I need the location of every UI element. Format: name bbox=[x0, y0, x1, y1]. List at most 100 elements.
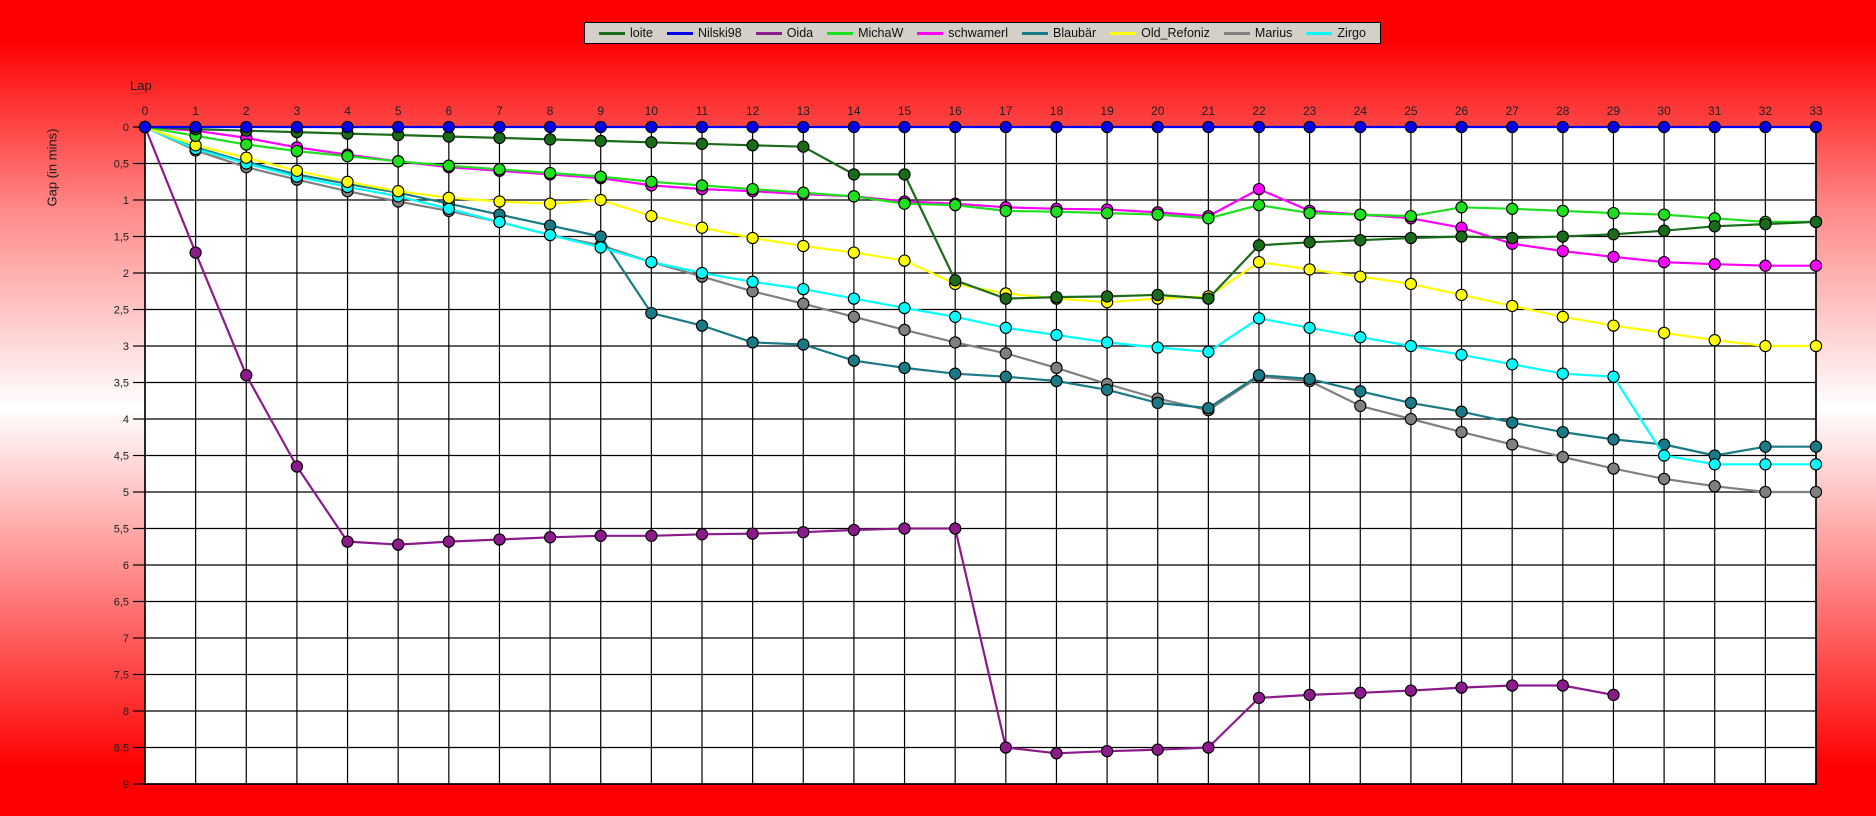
data-point-blaub-r[interactable] bbox=[1809, 440, 1823, 453]
data-point-oida[interactable] bbox=[797, 526, 810, 539]
data-point-oida[interactable] bbox=[898, 522, 911, 535]
data-point-oida[interactable] bbox=[1404, 684, 1418, 697]
data-point-zirgo[interactable] bbox=[543, 228, 557, 242]
data-point-zirgo[interactable] bbox=[1303, 321, 1316, 334]
legend-item-michaw[interactable]: MichaW bbox=[820, 27, 910, 40]
data-point-zirgo[interactable] bbox=[797, 282, 810, 296]
data-point-michaw[interactable] bbox=[1607, 206, 1620, 220]
data-point-blaub-r[interactable] bbox=[594, 230, 607, 243]
data-point-marius[interactable] bbox=[999, 347, 1012, 360]
legend-item-nilski98[interactable]: Nilski98 bbox=[660, 27, 749, 40]
legend-item-zirgo[interactable]: Zirgo bbox=[1299, 27, 1372, 40]
data-point-marius[interactable] bbox=[1404, 412, 1418, 426]
data-point-oida[interactable] bbox=[847, 523, 861, 537]
data-point-oida[interactable] bbox=[999, 741, 1012, 754]
data-point-nilski98[interactable] bbox=[1657, 120, 1671, 134]
data-point-oida[interactable] bbox=[1100, 745, 1114, 758]
data-point-oida[interactable] bbox=[1506, 679, 1519, 692]
data-point-michaw[interactable] bbox=[1354, 208, 1367, 221]
data-point-loite[interactable] bbox=[1455, 230, 1468, 243]
data-point-michaw[interactable] bbox=[1657, 208, 1671, 221]
data-point-nilski98[interactable] bbox=[1100, 120, 1114, 134]
data-point-schwamerl[interactable] bbox=[1708, 258, 1721, 271]
data-point-loite[interactable] bbox=[1556, 230, 1569, 243]
data-point-michaw[interactable] bbox=[645, 175, 658, 188]
data-point-zirgo[interactable] bbox=[1607, 370, 1620, 383]
data-point-blaub-r[interactable] bbox=[1455, 405, 1468, 418]
data-point-old-refoniz[interactable] bbox=[240, 151, 253, 164]
data-point-nilski98[interactable] bbox=[1809, 120, 1823, 134]
data-point-blaub-r[interactable] bbox=[1404, 396, 1418, 410]
data-point-zirgo[interactable] bbox=[594, 241, 607, 254]
data-point-oida[interactable] bbox=[189, 246, 202, 259]
data-point-nilski98[interactable] bbox=[138, 120, 152, 134]
data-point-loite[interactable] bbox=[1759, 217, 1772, 231]
data-point-michaw[interactable] bbox=[695, 179, 709, 192]
data-point-nilski98[interactable] bbox=[1050, 120, 1063, 134]
data-point-oida[interactable] bbox=[1252, 691, 1266, 705]
data-point-nilski98[interactable] bbox=[543, 120, 557, 134]
data-point-blaub-r[interactable] bbox=[797, 338, 810, 351]
data-point-loite[interactable] bbox=[1354, 234, 1367, 247]
data-point-zirgo[interactable] bbox=[1050, 328, 1063, 342]
data-point-marius[interactable] bbox=[1050, 361, 1063, 375]
data-point-nilski98[interactable] bbox=[290, 120, 304, 134]
data-point-blaub-r[interactable] bbox=[1303, 372, 1316, 386]
data-point-nilski98[interactable] bbox=[949, 120, 962, 134]
data-point-michaw[interactable] bbox=[1151, 208, 1164, 221]
data-point-loite[interactable] bbox=[594, 134, 607, 148]
data-point-oida[interactable] bbox=[1303, 688, 1316, 702]
data-point-blaub-r[interactable] bbox=[645, 306, 658, 320]
data-point-oida[interactable] bbox=[594, 529, 607, 542]
data-point-nilski98[interactable] bbox=[1708, 120, 1721, 134]
legend-item-marius[interactable]: Marius bbox=[1217, 27, 1300, 40]
data-point-michaw[interactable] bbox=[1100, 206, 1114, 220]
data-point-michaw[interactable] bbox=[999, 204, 1012, 218]
data-point-oida[interactable] bbox=[645, 529, 658, 542]
data-point-oida[interactable] bbox=[392, 538, 405, 551]
legend-item-oida[interactable]: Oida bbox=[749, 27, 820, 40]
data-point-nilski98[interactable] bbox=[746, 120, 759, 134]
data-point-loite[interactable] bbox=[847, 168, 861, 181]
data-point-michaw[interactable] bbox=[493, 163, 506, 176]
data-point-nilski98[interactable] bbox=[797, 120, 810, 134]
data-point-loite[interactable] bbox=[1202, 292, 1215, 305]
data-point-michaw[interactable] bbox=[341, 150, 354, 163]
data-point-michaw[interactable] bbox=[1202, 212, 1215, 225]
data-point-old-refoniz[interactable] bbox=[442, 191, 455, 204]
data-point-zirgo[interactable] bbox=[695, 266, 709, 280]
data-point-michaw[interactable] bbox=[1404, 209, 1418, 223]
data-point-michaw[interactable] bbox=[1252, 198, 1266, 212]
data-point-zirgo[interactable] bbox=[1708, 458, 1721, 471]
data-point-zirgo[interactable] bbox=[1657, 449, 1671, 462]
data-point-zirgo[interactable] bbox=[1556, 367, 1569, 380]
data-point-michaw[interactable] bbox=[898, 197, 911, 210]
data-point-marius[interactable] bbox=[1809, 485, 1823, 499]
data-point-blaub-r[interactable] bbox=[898, 361, 911, 375]
data-point-blaub-r[interactable] bbox=[1607, 433, 1620, 446]
data-point-old-refoniz[interactable] bbox=[392, 185, 405, 198]
data-point-blaub-r[interactable] bbox=[1354, 385, 1367, 398]
data-point-loite[interactable] bbox=[1657, 224, 1671, 237]
data-point-loite[interactable] bbox=[1050, 290, 1063, 304]
data-point-loite[interactable] bbox=[1404, 231, 1418, 245]
data-point-old-refoniz[interactable] bbox=[898, 254, 911, 267]
data-point-nilski98[interactable] bbox=[1202, 120, 1215, 134]
data-point-michaw[interactable] bbox=[1050, 205, 1063, 218]
data-point-zirgo[interactable] bbox=[1100, 336, 1114, 349]
data-point-nilski98[interactable] bbox=[1759, 120, 1772, 134]
data-point-blaub-r[interactable] bbox=[1151, 396, 1164, 410]
data-point-blaub-r[interactable] bbox=[999, 370, 1012, 383]
data-point-old-refoniz[interactable] bbox=[1809, 339, 1823, 353]
data-point-old-refoniz[interactable] bbox=[1303, 263, 1316, 276]
data-point-zirgo[interactable] bbox=[1252, 312, 1266, 325]
data-point-marius[interactable] bbox=[1607, 462, 1620, 475]
data-point-old-refoniz[interactable] bbox=[746, 231, 759, 245]
data-point-blaub-r[interactable] bbox=[1202, 401, 1215, 415]
data-point-michaw[interactable] bbox=[847, 190, 861, 203]
data-point-zirgo[interactable] bbox=[1759, 458, 1772, 471]
data-point-zirgo[interactable] bbox=[1455, 348, 1468, 361]
data-point-marius[interactable] bbox=[797, 297, 810, 310]
data-point-zirgo[interactable] bbox=[898, 301, 911, 315]
data-point-marius[interactable] bbox=[1708, 480, 1721, 493]
